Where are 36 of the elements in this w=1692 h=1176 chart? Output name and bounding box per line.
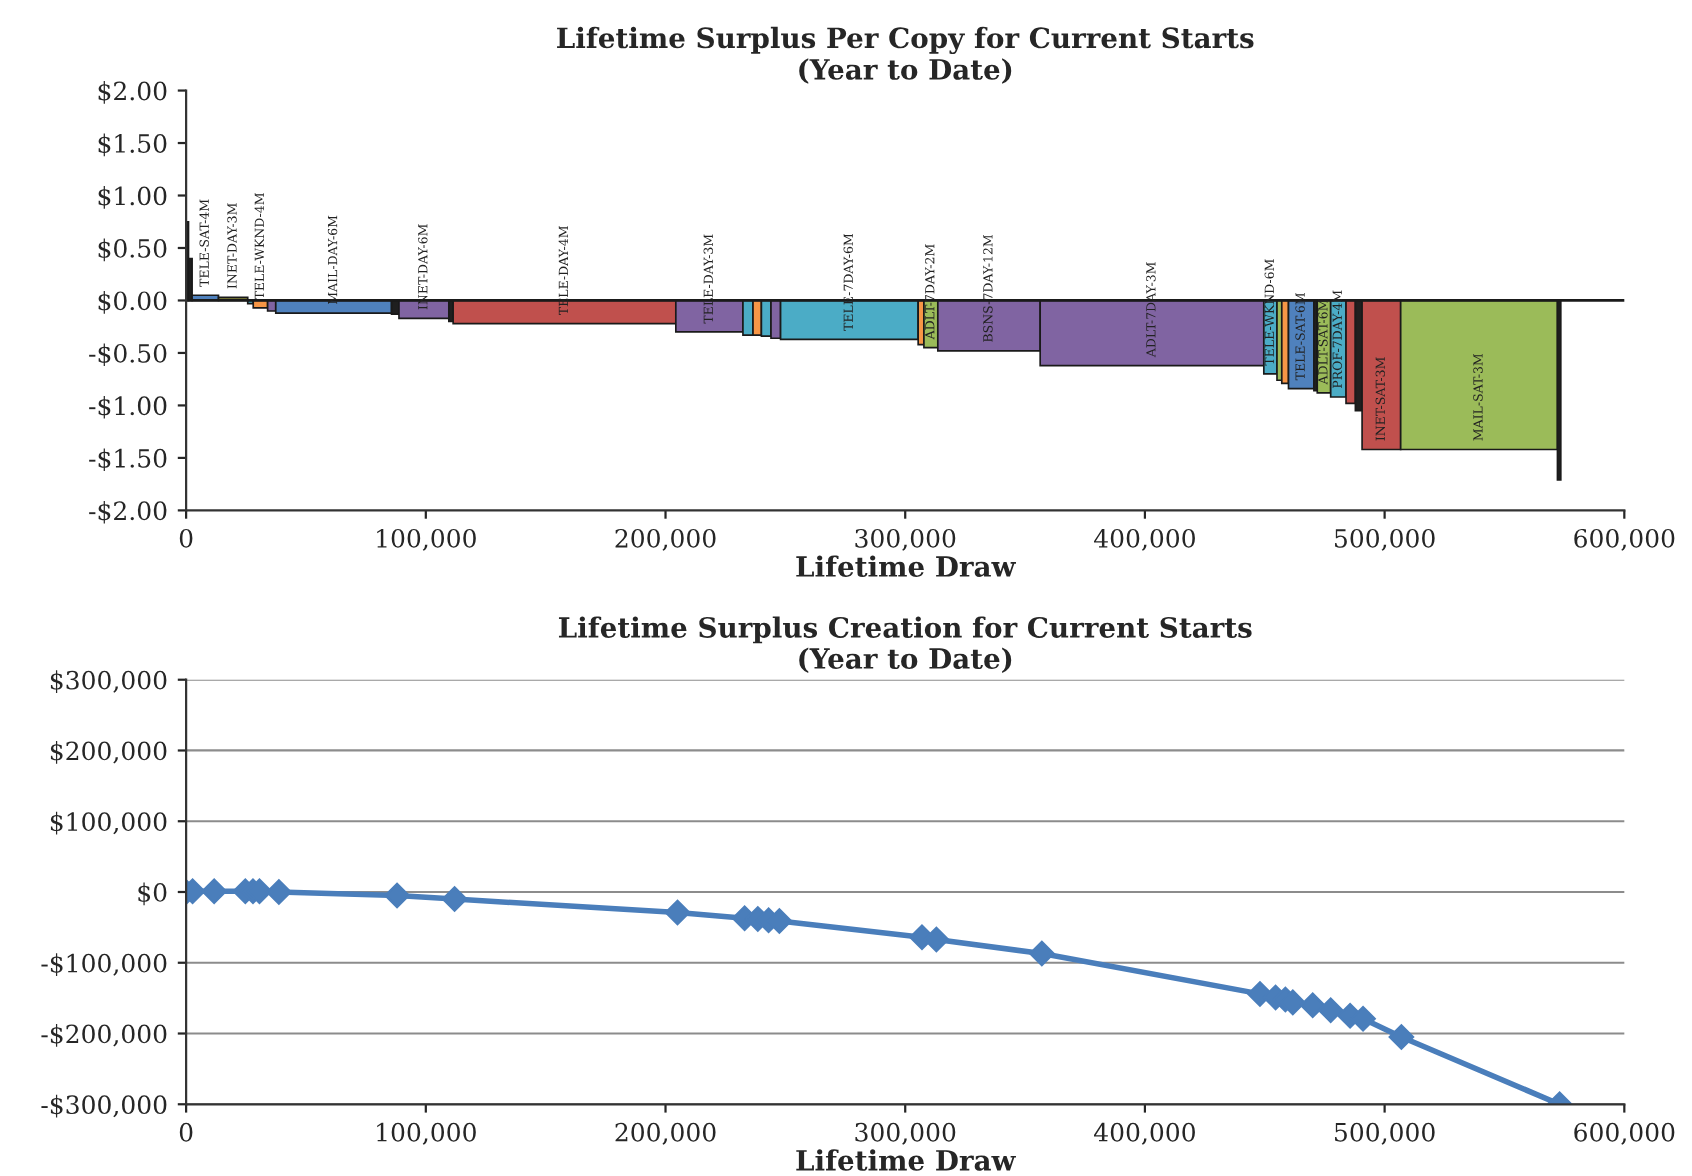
x-axis-title: Lifetime Draw bbox=[796, 1149, 1017, 1171]
y-tick-label: $0.50 bbox=[98, 238, 167, 262]
chart-title: Lifetime Surplus Creation for Current Starts bbox=[558, 616, 1252, 644]
x-tick-label: 600,000 bbox=[1574, 1122, 1675, 1145]
y-tick-label: -$100,000 bbox=[41, 953, 167, 976]
y-tick-label: -$0.50 bbox=[89, 343, 167, 367]
y-tick-label: -$1.00 bbox=[89, 395, 167, 419]
x-tick-label: 500,000 bbox=[1335, 1122, 1435, 1145]
chart-title: Lifetime Surplus Per Copy for Current Starts bbox=[557, 26, 1254, 55]
x-tick-label: 300,000 bbox=[855, 528, 956, 551]
y-tick-label: $1.00 bbox=[98, 186, 167, 209]
x-tick-label: 200,000 bbox=[615, 528, 716, 551]
x-tick-label: 100,000 bbox=[377, 528, 476, 551]
x-tick-label: 500,000 bbox=[1335, 528, 1435, 551]
y-tick-label: $1.50 bbox=[98, 133, 167, 157]
y-tick-label: $2.00 bbox=[98, 81, 167, 104]
x-tick-label: 100,000 bbox=[377, 1122, 476, 1145]
x-tick-label: 0 bbox=[179, 1122, 193, 1142]
x-tick-label: 300,000 bbox=[855, 1122, 956, 1145]
y-tick-label: -$2.00 bbox=[89, 500, 167, 524]
chart-subtitle: (Year to Date) bbox=[799, 647, 1012, 673]
y-tick-label: $0 bbox=[138, 882, 167, 906]
y-tick-label: $300,000 bbox=[50, 670, 167, 693]
x-tick-label: 400,000 bbox=[1094, 1122, 1195, 1145]
y-tick-label: $200,000 bbox=[50, 740, 167, 764]
x-axis-title: Lifetime Draw bbox=[796, 555, 1017, 577]
y-tick-label: -$1.50 bbox=[89, 448, 167, 472]
y-tick-label: $100,000 bbox=[50, 811, 167, 835]
x-tick-label: 600,000 bbox=[1574, 528, 1675, 551]
x-tick-label: 0 bbox=[179, 528, 193, 548]
y-tick-label: -$200,000 bbox=[41, 1024, 167, 1047]
y-tick-label: -$300,000 bbox=[41, 1094, 167, 1118]
x-tick-label: 200,000 bbox=[615, 1122, 716, 1145]
y-tick-label: $0.00 bbox=[98, 290, 167, 314]
x-tick-label: 400,000 bbox=[1094, 528, 1195, 551]
chart-subtitle: (Year to Date) bbox=[799, 58, 1012, 84]
